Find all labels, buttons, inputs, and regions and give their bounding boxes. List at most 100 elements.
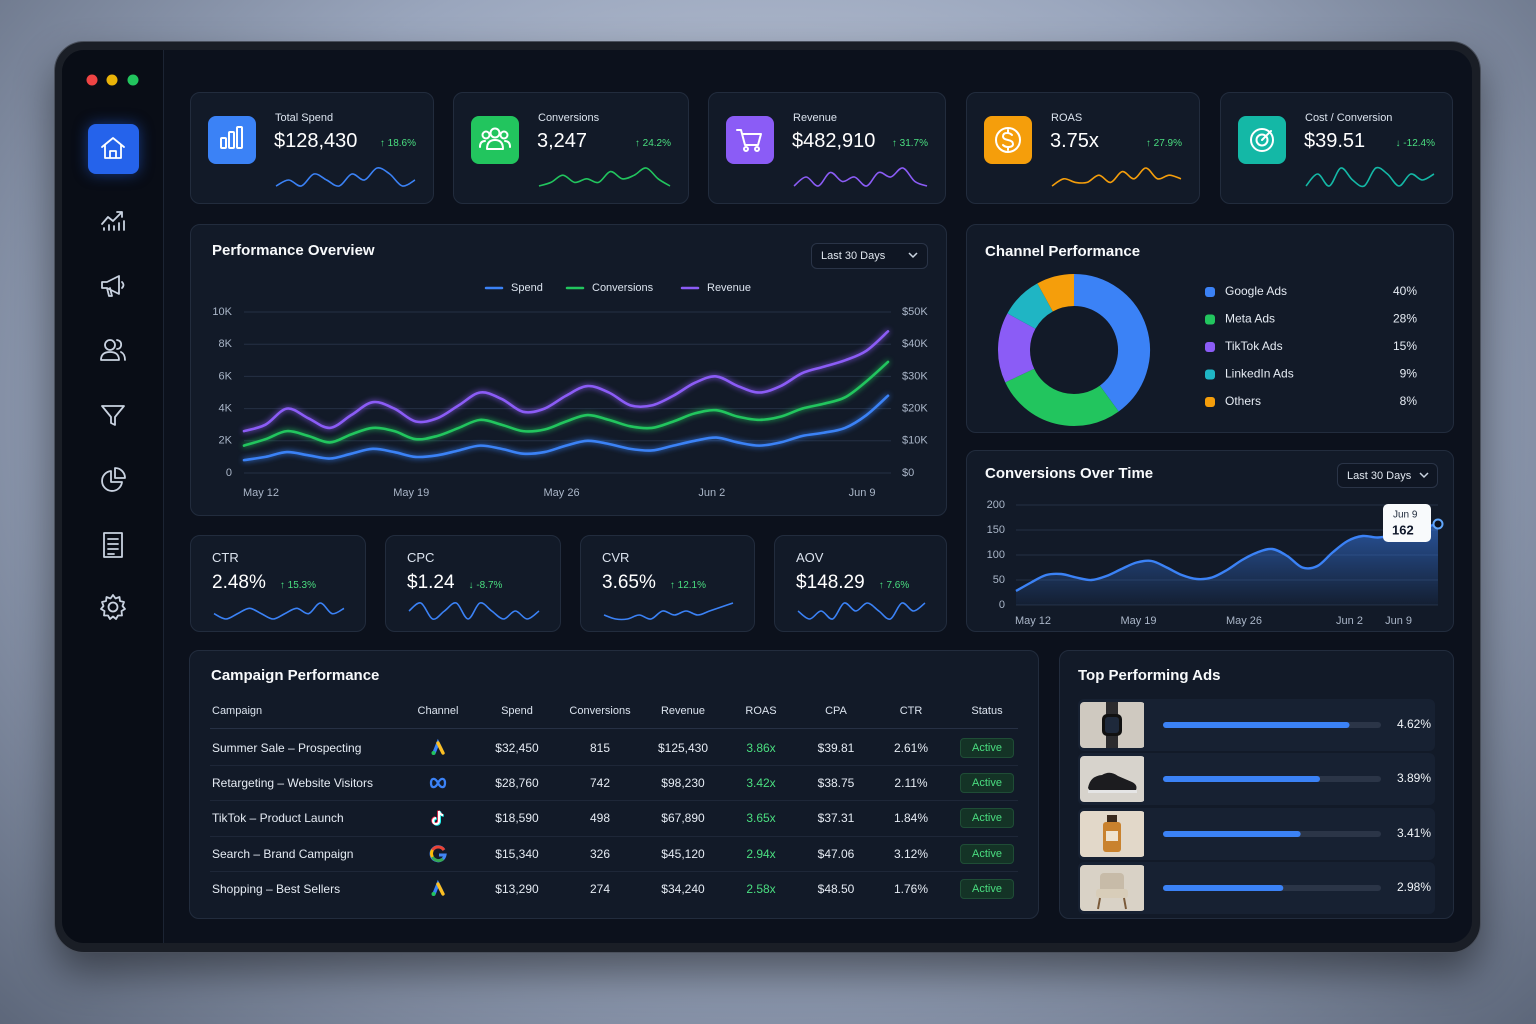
table-cell: 498 — [589, 811, 611, 826]
nav-documents[interactable] — [97, 529, 129, 561]
column-header: Conversions — [569, 705, 631, 717]
legend-label: Revenue — [707, 282, 751, 294]
conversions-panel: Conversions Over Time Last 30 Days 0 50 100 1… — [966, 450, 1454, 632]
mini-kpi-row: $1.24 ↓ -8.7% — [407, 572, 502, 594]
status-badge[interactable]: Active — [960, 843, 1014, 864]
table-cell: 2.58x — [746, 881, 776, 896]
chart-svg — [1163, 830, 1381, 837]
chart-svg — [1163, 776, 1381, 783]
mini-kpi-card: AOV $148.29 ↑ 7.6% — [774, 535, 947, 632]
status-badge[interactable]: Active — [960, 738, 1014, 758]
range-dropdown[interactable]: Last 30 Days — [811, 243, 928, 269]
table-cell: 2.61% — [893, 741, 929, 755]
bar — [1163, 776, 1321, 783]
chart-svg — [275, 167, 416, 187]
x-tick-label: Jun 2 — [698, 487, 725, 499]
chart-svg: Google Ads 40% Meta Ads 28% TikTok Ads 15% Lin… — [998, 274, 1417, 426]
y-tick-label: 50 — [993, 574, 1005, 586]
minimize-dot[interactable] — [106, 74, 118, 86]
maximize-dot[interactable] — [127, 74, 139, 86]
nav-campaigns[interactable] — [97, 269, 129, 301]
icon-part — [1088, 790, 1137, 794]
table-cell: 3.42x — [746, 776, 776, 791]
y-tick-label: 2K — [219, 435, 233, 447]
kpi-label: Revenue — [793, 112, 838, 124]
mini-kpi-value: 2.48% — [212, 572, 266, 593]
chart-svg — [1238, 116, 1286, 164]
header-rule — [210, 728, 1018, 729]
mini-kpi-row: $148.29 ↑ 7.6% — [796, 572, 909, 594]
nav-reports[interactable] — [97, 464, 129, 496]
series-line — [242, 330, 890, 433]
chart-svg — [1163, 884, 1381, 891]
y-tick-label: 200 — [987, 499, 1005, 511]
kpi-icon — [479, 127, 511, 150]
ad-thumbnail — [1080, 810, 1144, 857]
row-rule — [210, 870, 1018, 872]
legend-label: Conversions — [592, 282, 654, 294]
column-header: CTR — [899, 705, 923, 717]
area-line — [1015, 522, 1439, 593]
icon-part — [431, 891, 436, 896]
legend-label: Google Ads — [1225, 284, 1287, 298]
column-header: CPA — [825, 705, 847, 717]
table-cell: $47.06 — [817, 846, 855, 861]
nav-home[interactable] — [97, 132, 129, 164]
ad-thumbnail — [1080, 864, 1144, 911]
campaign-name: Shopping – Best Sellers — [212, 881, 341, 896]
panel-title: Performance Overview — [212, 242, 375, 259]
channel-panel: Channel Performance Google Ads 40% Meta Ads… — [966, 224, 1454, 433]
y-tick-label: 8K — [219, 338, 233, 350]
table-cell: 2.11% — [894, 776, 928, 791]
status-badge[interactable]: Active — [960, 878, 1014, 899]
row-rule — [210, 835, 1018, 837]
chart-svg — [984, 116, 1032, 164]
sparkline — [1051, 167, 1182, 187]
campaign-name: TikTok – Product Launch — [212, 811, 344, 826]
icon-part — [1002, 129, 1014, 151]
row-rule — [210, 765, 1018, 767]
series-line — [242, 394, 890, 462]
bar — [1163, 830, 1301, 837]
x-tick-label: May 12 — [243, 487, 279, 499]
kpi-change: ↑ 27.9% — [1145, 138, 1182, 149]
icon-part — [429, 777, 447, 789]
mini-kpi-value: 3.65% — [602, 572, 656, 593]
range-dropdown[interactable]: Last 30 Days — [1337, 463, 1438, 488]
y2-tick-label: $50K — [902, 306, 928, 318]
chart-svg — [793, 167, 928, 187]
nav-settings[interactable] — [97, 591, 129, 623]
kpi-card: ROAS 3.75x ↑ 27.9% — [966, 92, 1200, 204]
icon-part — [431, 751, 436, 755]
status-badge[interactable]: Active — [960, 808, 1014, 829]
icon-part — [479, 139, 511, 150]
close-dot[interactable] — [86, 74, 98, 86]
nav-analytics[interactable] — [97, 203, 129, 235]
status-badge[interactable]: Active — [960, 773, 1014, 794]
nav-audience[interactable] — [97, 334, 129, 366]
icon-part — [995, 127, 1021, 153]
nav-funnel[interactable] — [97, 399, 129, 431]
value-label: 15% — [1393, 339, 1417, 353]
tooltip-box — [1383, 504, 1431, 542]
column-header: ROAS — [745, 705, 777, 717]
kpi-label: ROAS — [1051, 112, 1083, 124]
value-label: 3.89% — [1396, 771, 1431, 786]
table-cell: 1.84% — [893, 811, 929, 826]
donut-segment — [1007, 283, 1054, 330]
series-line — [242, 360, 890, 447]
value-label: 28% — [1393, 312, 1417, 326]
icon-part — [1261, 130, 1272, 141]
top-ads-panel: Top Performing Ads 4.62% 3.89% 3.41% 2.98% — [1059, 650, 1454, 919]
campaign-name: Summer Sale – Prospecting — [212, 741, 362, 755]
sparkline — [408, 602, 540, 620]
value-label: 2.98% — [1396, 879, 1431, 894]
mini-kpi-label: CPC — [407, 550, 435, 565]
mini-kpi-label: CVR — [602, 550, 630, 565]
channel-icon — [431, 738, 445, 755]
tooltip-value: 162 — [1392, 522, 1414, 537]
table-cell: $37.31 — [817, 811, 855, 826]
table-cell: $38.75 — [817, 776, 855, 791]
y2-tick-label: $40K — [902, 338, 928, 350]
